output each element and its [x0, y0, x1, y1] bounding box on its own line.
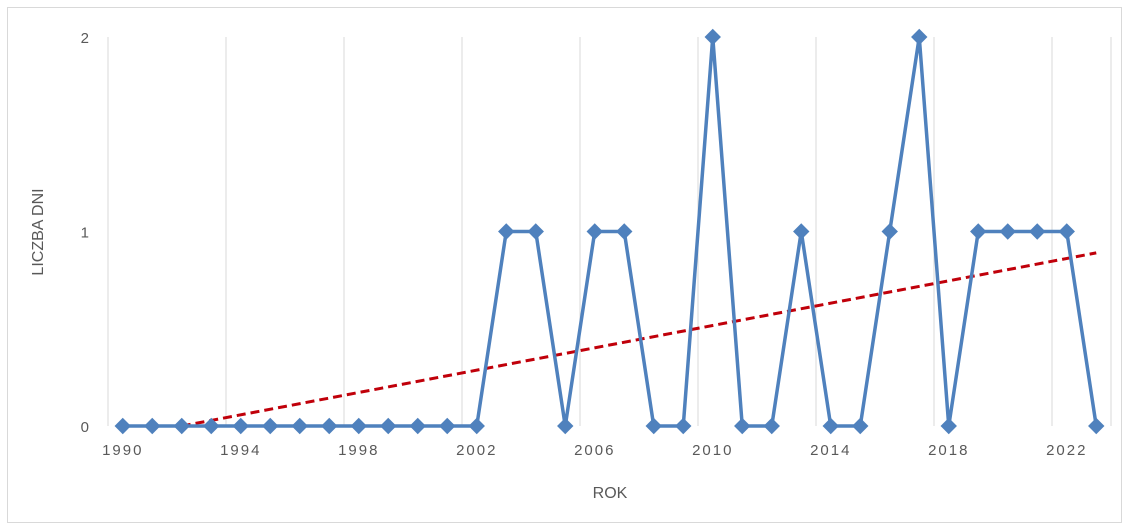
- x-tick-2010: 2010: [692, 442, 733, 459]
- data-point-2012: [763, 417, 780, 435]
- data-point-2013: [793, 223, 810, 240]
- x-axis-title: ROK: [593, 485, 628, 502]
- data-point-2008: [645, 417, 662, 435]
- data-point-2015: [852, 417, 869, 435]
- data-point-2011: [734, 417, 751, 435]
- data-point-2003: [498, 223, 515, 240]
- x-tick-labels: 1990 1994 1998 2002 2006 2010 2014 2018 2022: [102, 442, 1087, 459]
- y-tick-labels: 0 1 2: [81, 30, 89, 436]
- x-tick-1994: 1994: [220, 442, 261, 459]
- data-point-2001: [439, 417, 456, 435]
- x-tick-2022: 2022: [1046, 442, 1087, 459]
- x-tick-1990: 1990: [102, 442, 143, 459]
- x-tick-2002: 2002: [456, 442, 497, 459]
- data-point-1999: [380, 417, 397, 435]
- data-point-2022: [1058, 223, 1075, 240]
- y-tick-2: 2: [81, 30, 89, 47]
- data-point-2000: [409, 417, 426, 435]
- data-point-1997: [321, 417, 338, 435]
- x-tick-2018: 2018: [928, 442, 969, 459]
- data-point-1998: [350, 417, 367, 435]
- data-point-2002: [468, 417, 485, 435]
- series-line: [122, 35, 1098, 428]
- series-group: [114, 28, 1105, 435]
- data-point-2009: [675, 417, 692, 435]
- data-point-2016: [881, 223, 898, 240]
- data-point-2010: [704, 28, 721, 46]
- data-point-2006: [586, 223, 603, 240]
- data-point-2004: [527, 223, 544, 240]
- data-point-1992: [173, 417, 190, 435]
- x-tick-2006: 2006: [574, 442, 615, 459]
- data-point-1991: [144, 417, 161, 435]
- data-point-1993: [203, 417, 220, 435]
- data-point-1995: [262, 417, 279, 435]
- data-point-2020: [999, 223, 1016, 240]
- data-point-1996: [291, 417, 308, 435]
- data-point-2021: [1029, 223, 1046, 240]
- y-axis-title: LICZBA DNI: [30, 188, 47, 275]
- data-point-2007: [616, 223, 633, 240]
- data-point-2014: [822, 417, 839, 435]
- data-point-2005: [557, 417, 574, 435]
- x-tick-2014: 2014: [810, 442, 851, 459]
- data-point-1994: [232, 417, 249, 435]
- data-point-2023: [1088, 417, 1105, 435]
- data-point-2017: [911, 28, 928, 46]
- y-tick-0: 0: [81, 419, 89, 436]
- data-point-2019: [970, 223, 987, 240]
- x-tick-1998: 1998: [338, 442, 379, 459]
- data-point-1990: [114, 417, 131, 435]
- data-point-2018: [940, 417, 957, 435]
- y-tick-1: 1: [81, 225, 89, 242]
